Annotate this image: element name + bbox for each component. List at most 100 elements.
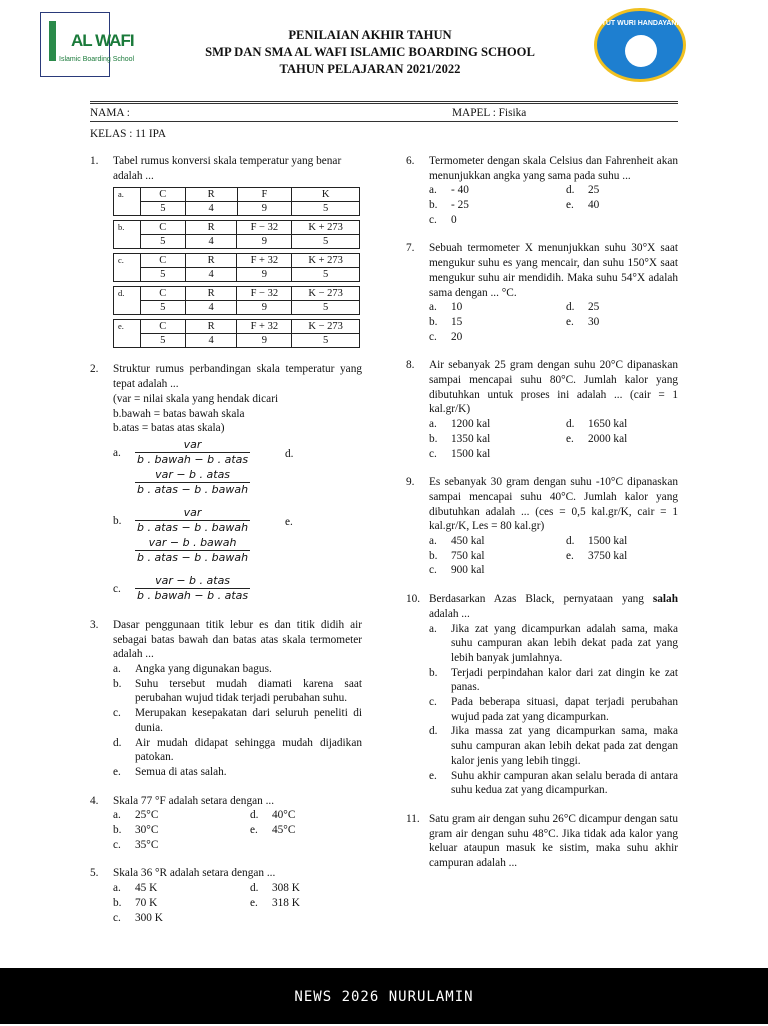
option-label: a. — [113, 187, 141, 217]
answer-option: b. Suhu tersebut mudah diamati karena saa… — [113, 677, 362, 706]
fraction: var − b . atas b . atas − b . bawah — [135, 467, 251, 497]
option-value: 450 kal — [451, 535, 485, 548]
mosque-tower-icon — [49, 21, 56, 61]
note-line: (var = nilai skala yang hendak dicari — [113, 392, 279, 405]
numerator: var − b . bawah — [148, 535, 237, 549]
question-text: Es sebanyak 30 gram dengan suhu -10°C di… — [429, 476, 678, 533]
question-text: Skala 77 °F adalah setara dengan ... — [113, 794, 275, 807]
fraction-option: var − b . atas b . atas − b . bawah — [113, 468, 362, 498]
question-number: 5. — [90, 867, 99, 880]
info-divider — [90, 121, 678, 122]
option-label: e. — [113, 319, 141, 349]
nama-label: NAMA : — [90, 107, 130, 119]
option-value: 3750 kal — [588, 549, 628, 562]
option-label: c. — [113, 253, 141, 283]
option-row: a. 450 kal d. 1500 kal — [429, 534, 678, 549]
option-label: e. — [566, 315, 574, 328]
option-label: e. — [429, 769, 437, 782]
option-label: d. — [566, 184, 575, 197]
fraction-option: var − b . bawah b . atas − b . bawah — [113, 536, 362, 566]
option-label: c. — [429, 564, 437, 577]
logo-subtext: Islamic Boarding School — [59, 56, 135, 63]
option-row: b. 70 K e. 318 K — [113, 896, 362, 911]
table-cell: 5 — [139, 201, 186, 217]
option-label: b. — [429, 199, 438, 212]
table-cell: R — [184, 319, 238, 335]
question-number: 2. — [90, 363, 99, 376]
question-number: 10. — [406, 593, 421, 606]
option-label: a. — [113, 809, 121, 822]
fraction-option: a. var b . bawah − b . atas d. — [113, 438, 362, 468]
question-text: Termometer dengan skala Celsius dan Fahr… — [429, 155, 678, 182]
option-label: d. — [113, 736, 122, 749]
denominator: b . atas − b . bawah — [135, 549, 251, 564]
table-cell: C — [139, 187, 186, 203]
option-label: a. — [113, 446, 121, 459]
answer-option: d. Air mudah didapat sehingga mudah dijad… — [113, 736, 362, 765]
question-6: 6. Termometer dengan skala Celsius dan F… — [406, 154, 678, 227]
option-row: b. 15 e. 30 — [429, 315, 678, 330]
option-value: 40 — [588, 199, 600, 212]
option-row: a. 1200 kal d. 1650 kal — [429, 417, 678, 432]
option-value: 25 — [588, 301, 600, 314]
option-row: c. 0 — [429, 213, 678, 228]
header-divider — [90, 101, 678, 104]
fraction: var − b . atas b . bawah − b . atas — [135, 574, 251, 603]
title-line-2: SMP DAN SMA AL WAFI ISLAMIC BOARDING SCH… — [205, 45, 535, 59]
question-number: 1. — [90, 155, 99, 167]
option-label: e. — [250, 824, 258, 837]
table-cell: R — [184, 253, 238, 269]
question-text-post: adalah ... — [429, 607, 470, 620]
fraction-option: c. var − b . atas b . bawah − b . atas — [113, 574, 362, 604]
question-text: Tabel rumus konversi skala temperatur ya… — [113, 155, 342, 182]
question-text: Satu gram air dengan suhu 26°C dicampur … — [429, 812, 678, 870]
option-text: Merupakan kesepakatan dari seluruh penel… — [135, 707, 362, 734]
denominator: b . bawah − b . atas — [135, 451, 251, 466]
numerator: var − b . atas — [155, 467, 231, 481]
option-label: d. — [566, 535, 575, 548]
conversion-table: e. C R F + 32 K − 273 5 4 9 5 — [113, 319, 360, 349]
question-10: 10. Berdasarkan Azas Black, pernyataan y… — [406, 592, 678, 798]
question-number: 8. — [406, 359, 415, 372]
option-label: e. — [113, 765, 121, 778]
emblem-icon — [625, 35, 657, 67]
school-logo: AL WAFI Islamic Boarding School — [40, 12, 135, 77]
table-cell: 9 — [236, 300, 293, 316]
table-cell: 9 — [236, 267, 293, 283]
table-cell: R — [184, 286, 238, 302]
option-label: a. — [113, 663, 121, 676]
answer-option: c. Merupakan kesepakatan dari seluruh pen… — [113, 706, 362, 735]
table-cell: 9 — [236, 333, 293, 349]
answer-option: e. Suhu akhir campuran akan selalu berada… — [429, 769, 678, 798]
option-label: d. — [285, 447, 294, 460]
option-label: a. — [113, 882, 121, 895]
option-row: b. 30°C e. 45°C — [113, 823, 362, 838]
table-cell: 4 — [184, 201, 238, 217]
question-2: 2. Struktur rumus perbandingan skala tem… — [90, 362, 362, 604]
question-number: 11. — [406, 812, 420, 825]
question-number: 4. — [90, 794, 99, 807]
option-label: c. — [429, 213, 437, 226]
denominator: b . bawah − b . atas — [135, 587, 251, 602]
option-label: c. — [429, 447, 437, 460]
table-cell: K − 273 — [291, 286, 360, 302]
option-row: a. 45 K d. 308 K — [113, 881, 362, 896]
answer-option: e. Semua di atas salah. — [113, 765, 362, 780]
question-number: 9. — [406, 476, 415, 489]
logo-text: AL WAFI — [71, 31, 135, 50]
option-row: c. 900 kal — [429, 563, 678, 578]
option-label: d. — [566, 418, 575, 431]
option-label: c. — [113, 582, 121, 595]
table-cell: 4 — [184, 267, 238, 283]
table-cell: 5 — [291, 333, 360, 349]
option-value: 1350 kal — [451, 432, 491, 445]
numerator: var — [183, 505, 202, 519]
table-cell: 5 — [291, 300, 360, 316]
footer-banner: NEWS 2026 NURULAMIN — [0, 968, 768, 1024]
option-row: c. 20 — [429, 330, 678, 345]
mapel-label: MAPEL : Fisika — [452, 107, 527, 119]
option-value: 900 kal — [451, 564, 485, 577]
